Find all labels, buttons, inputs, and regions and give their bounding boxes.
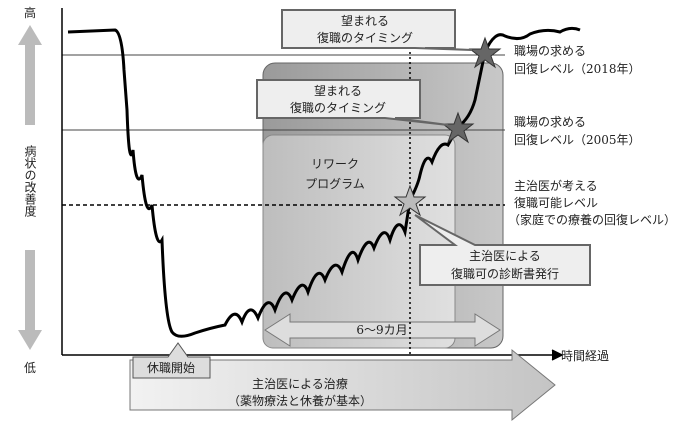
level-text: 職場の求める — [514, 44, 586, 58]
gray-arrows — [18, 25, 42, 350]
level-text: （家庭での療養の回復レベル） — [508, 212, 676, 227]
level-lines — [62, 12, 505, 355]
x-label: 時間経過 — [561, 349, 609, 363]
level-text: 回復レベル（2018年） — [514, 61, 641, 76]
level-text: 主治医が考える — [514, 178, 598, 193]
callout-text: 望まれる — [314, 84, 362, 98]
timing-callout-top — [281, 9, 473, 51]
stars — [393, 36, 502, 217]
rework-label: プログラム — [305, 177, 365, 191]
y-label: 病状の改善度 — [23, 144, 37, 217]
treatment-arrow — [129, 348, 556, 422]
treatment-text: 主治医による治療 — [252, 377, 348, 391]
diagnosis-callout — [414, 214, 591, 286]
rework-label: リワーク — [311, 157, 359, 171]
high-label: 高 — [24, 5, 36, 20]
leave-start-text: 休職開始 — [147, 361, 195, 375]
callout-text: 復職のタイミング — [317, 30, 413, 45]
axes — [61, 8, 564, 361]
leave-start-box — [132, 342, 211, 379]
callout-text: 望まれる — [341, 14, 389, 28]
timing-callout-mid — [256, 79, 449, 126]
callout-text: 主治医による — [469, 249, 541, 263]
level-text: 職場の求める — [514, 115, 586, 129]
recovery-curve — [67, 26, 581, 338]
treatment-text: （薬物療法と休養が基本） — [228, 393, 372, 408]
duration-arrow — [264, 313, 501, 347]
callout-text: 復職のタイミング — [290, 100, 386, 115]
level-text: 復職可能レベル — [514, 195, 598, 210]
level-text: 回復レベル（2005年） — [514, 132, 641, 147]
duration-label: 6～9カ月 — [356, 323, 407, 337]
low-label: 低 — [24, 361, 36, 375]
callout-text: 復職可の診断書発行 — [451, 266, 559, 281]
